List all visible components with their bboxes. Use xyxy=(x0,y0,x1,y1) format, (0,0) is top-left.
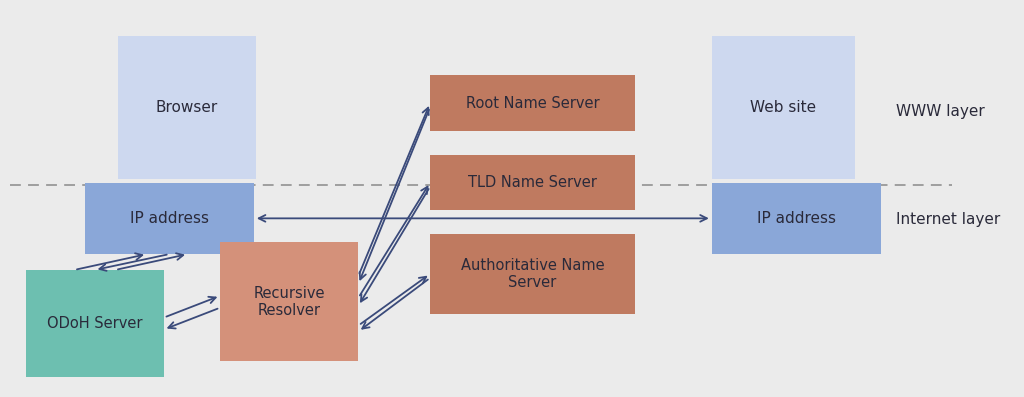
Text: TLD Name Server: TLD Name Server xyxy=(468,175,597,190)
Text: Browser: Browser xyxy=(156,100,218,115)
FancyBboxPatch shape xyxy=(118,36,256,179)
FancyBboxPatch shape xyxy=(26,270,164,377)
FancyBboxPatch shape xyxy=(430,234,635,314)
Text: IP address: IP address xyxy=(757,211,836,226)
FancyBboxPatch shape xyxy=(430,75,635,131)
FancyBboxPatch shape xyxy=(712,183,881,254)
FancyBboxPatch shape xyxy=(712,36,855,179)
Text: Recursive
Resolver: Recursive Resolver xyxy=(254,285,325,318)
Text: IP address: IP address xyxy=(130,211,209,226)
FancyBboxPatch shape xyxy=(85,183,254,254)
Text: Internet layer: Internet layer xyxy=(896,212,1000,227)
Text: WWW layer: WWW layer xyxy=(896,104,985,119)
Text: Web site: Web site xyxy=(751,100,816,115)
FancyBboxPatch shape xyxy=(430,155,635,210)
Text: ODoH Server: ODoH Server xyxy=(47,316,142,331)
Text: Root Name Server: Root Name Server xyxy=(466,96,599,111)
FancyBboxPatch shape xyxy=(220,242,358,361)
Text: Authoritative Name
Server: Authoritative Name Server xyxy=(461,258,604,290)
